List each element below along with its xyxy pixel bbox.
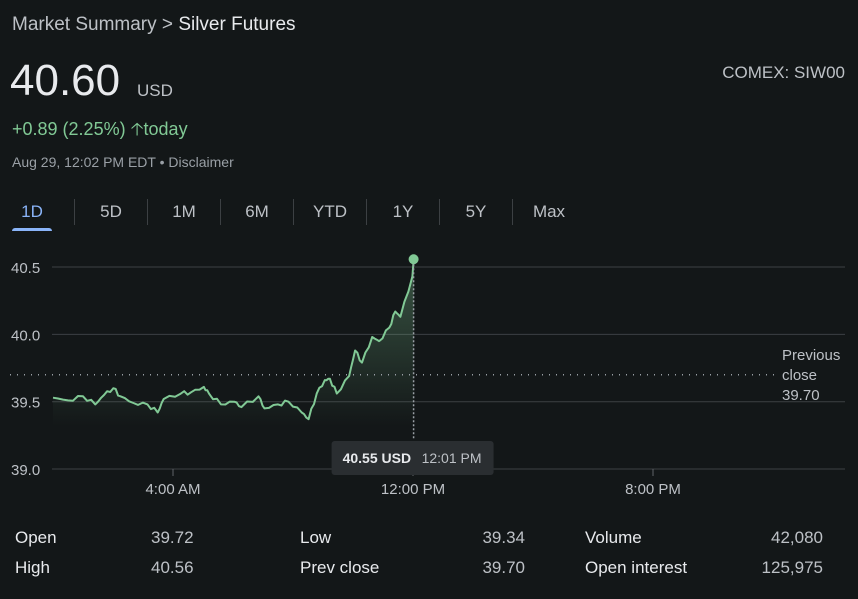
previous-close-label: close bbox=[782, 367, 817, 384]
tab-1y[interactable]: 1Y bbox=[392, 202, 414, 221]
timestamp-text: Aug 29, 12:02 PM EDT bbox=[12, 154, 156, 170]
tab-divider bbox=[74, 199, 75, 225]
tab-max[interactable]: Max bbox=[532, 202, 566, 221]
y-tick-label: 40.5 bbox=[11, 260, 40, 277]
price-line bbox=[52, 260, 415, 421]
breadcrumb-separator: > bbox=[161, 14, 174, 35]
tab-divider bbox=[147, 199, 148, 225]
price-chart[interactable]: 39.0 39.5 40.0 40.5 4:00 AM 12:00 PM 8:00 PM P… bbox=[0, 240, 858, 510]
range-tabs: 1D 5D 1M 6M YTD 1Y 5Y Max bbox=[0, 196, 585, 231]
stat-label-open-interest: Open interest bbox=[585, 558, 688, 577]
stat-value-open-interest: 125,975 bbox=[761, 558, 823, 577]
y-tick-label: 39.5 bbox=[11, 395, 40, 412]
breadcrumb-parent-link[interactable]: Market Summary bbox=[12, 14, 157, 35]
stat-label-low: Low bbox=[300, 528, 332, 547]
tab-divider bbox=[512, 199, 513, 225]
current-price: 40.60 bbox=[10, 56, 121, 105]
stat-label-high: High bbox=[15, 558, 50, 577]
x-tick-label: 8:00 PM bbox=[625, 481, 681, 498]
tab-ytd[interactable]: YTD bbox=[313, 202, 347, 221]
tab-divider bbox=[439, 199, 440, 225]
tab-divider bbox=[220, 199, 221, 225]
currency-label: USD bbox=[137, 81, 173, 100]
change-value: +0.89 (2.25%) bbox=[12, 119, 126, 139]
stat-label-open: Open bbox=[15, 528, 57, 547]
stat-label-volume: Volume bbox=[585, 528, 642, 547]
stat-value-prev-close: 39.70 bbox=[482, 558, 525, 577]
tab-divider bbox=[366, 199, 367, 225]
tab-1m[interactable]: 1M bbox=[172, 202, 196, 221]
previous-close-label: Previous bbox=[782, 347, 840, 364]
x-tick-label: 4:00 AM bbox=[145, 481, 200, 498]
change-period: today bbox=[143, 119, 188, 139]
stat-value-open: 39.72 bbox=[151, 528, 194, 547]
tooltip-time: 12:01 PM bbox=[422, 450, 482, 466]
tooltip-price: 40.55 USD bbox=[343, 450, 411, 466]
tab-1d[interactable]: 1D bbox=[12, 196, 52, 231]
tab-6m[interactable]: 6M bbox=[245, 202, 269, 221]
tab-divider bbox=[293, 199, 294, 225]
tooltip: 40.55 USD 12:01 PM bbox=[331, 441, 494, 475]
stat-value-high: 40.56 bbox=[151, 558, 194, 577]
previous-close-value: 39.70 bbox=[782, 387, 820, 404]
stat-value-volume: 42,080 bbox=[771, 528, 823, 547]
stat-value-low: 39.34 bbox=[482, 528, 525, 547]
exchange-symbol: COMEX: SIW00 bbox=[722, 63, 845, 82]
tab-5y[interactable]: 5Y bbox=[465, 202, 487, 221]
price-change: +0.89 (2.25%) 🡡today bbox=[12, 117, 188, 147]
tab-5d[interactable]: 5D bbox=[100, 202, 122, 221]
x-tick-label: 12:00 PM bbox=[381, 481, 445, 498]
breadcrumb-current: Silver Futures bbox=[178, 14, 296, 35]
disclaimer-link[interactable]: Disclaimer bbox=[168, 154, 234, 170]
arrow-up-icon: 🡡 bbox=[130, 119, 144, 139]
hover-point bbox=[408, 254, 419, 265]
breadcrumb: Market Summary > Silver Futures bbox=[12, 14, 296, 36]
stat-label-prev-close: Prev close bbox=[300, 558, 380, 577]
quote-timestamp: Aug 29, 12:02 PM EDT • Disclaimer bbox=[12, 154, 234, 170]
y-tick-label: 39.0 bbox=[11, 462, 40, 479]
y-tick-label: 40.0 bbox=[11, 327, 40, 344]
